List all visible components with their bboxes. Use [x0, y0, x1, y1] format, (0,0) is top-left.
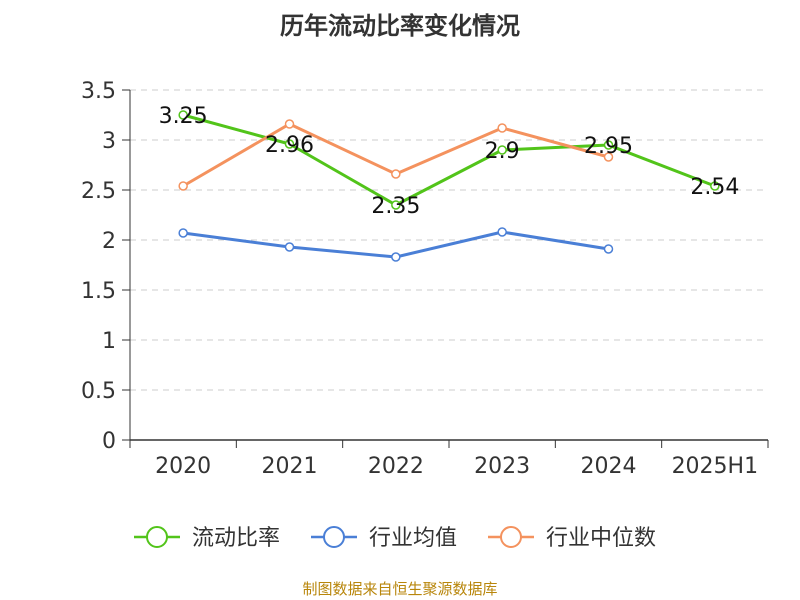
legend: 流动比率 行业均值 行业中位数 — [134, 526, 656, 551]
x-tick-label: 2022 — [368, 454, 424, 479]
data-point — [178, 110, 188, 120]
y-tick-label: 1.5 — [81, 279, 116, 304]
data-label: 2.95 — [584, 134, 633, 159]
axes: 0 0.5 1 1.5 2 2.5 3 3.5 2020 2021 2022 2023 2024 2025… — [81, 79, 769, 479]
y-tick-label: 0 — [102, 429, 116, 454]
data-point — [603, 152, 614, 162]
y-tick-label: 0.5 — [81, 379, 116, 404]
data-label: 2.96 — [265, 133, 314, 158]
data-point — [284, 139, 295, 149]
data-point — [391, 252, 401, 262]
data-point — [603, 244, 614, 254]
legend-marker — [323, 526, 345, 548]
chart-title: 历年流动比率变化情况 — [280, 12, 520, 40]
data-point — [178, 228, 188, 238]
data-point — [284, 119, 295, 129]
y-tick-label: 2 — [102, 229, 116, 254]
x-tick-label: 2025H1 — [672, 454, 759, 479]
source-note: 制图数据来自恒生聚源数据库 — [302, 580, 498, 598]
data-point — [603, 140, 614, 150]
data-label: 2.9 — [485, 139, 520, 164]
series-line-0 — [182, 113, 716, 207]
y-tick-label: 2.5 — [81, 179, 116, 204]
data-point — [497, 145, 507, 155]
series-lines — [178, 110, 720, 262]
x-tick-label: 2023 — [474, 454, 530, 479]
y-tick-label: 1 — [102, 329, 116, 354]
grid-lines — [130, 89, 768, 391]
data-label: 2.35 — [371, 194, 420, 219]
data-point — [391, 169, 401, 179]
legend-marker — [146, 526, 168, 548]
legend-label: 行业均值 — [369, 526, 457, 551]
data-label: 2.54 — [690, 175, 739, 200]
legend-label: 行业中位数 — [546, 526, 656, 551]
data-point — [497, 227, 507, 237]
y-tick-label: 3 — [102, 129, 116, 154]
x-tick-label: 2024 — [581, 454, 637, 479]
data-point — [391, 200, 401, 210]
data-labels: 3.25 2.96 2.35 2.9 2.95 2.54 — [159, 104, 740, 219]
data-point — [710, 181, 720, 191]
data-point — [284, 242, 295, 252]
data-label: 3.25 — [159, 104, 208, 129]
legend-marker — [500, 526, 522, 548]
x-tick-label: 2020 — [155, 454, 211, 479]
data-point — [178, 181, 188, 191]
x-tick-label: 2021 — [262, 454, 318, 479]
data-point — [497, 123, 507, 133]
legend-label: 流动比率 — [192, 526, 280, 551]
y-tick-label: 3.5 — [81, 79, 116, 104]
